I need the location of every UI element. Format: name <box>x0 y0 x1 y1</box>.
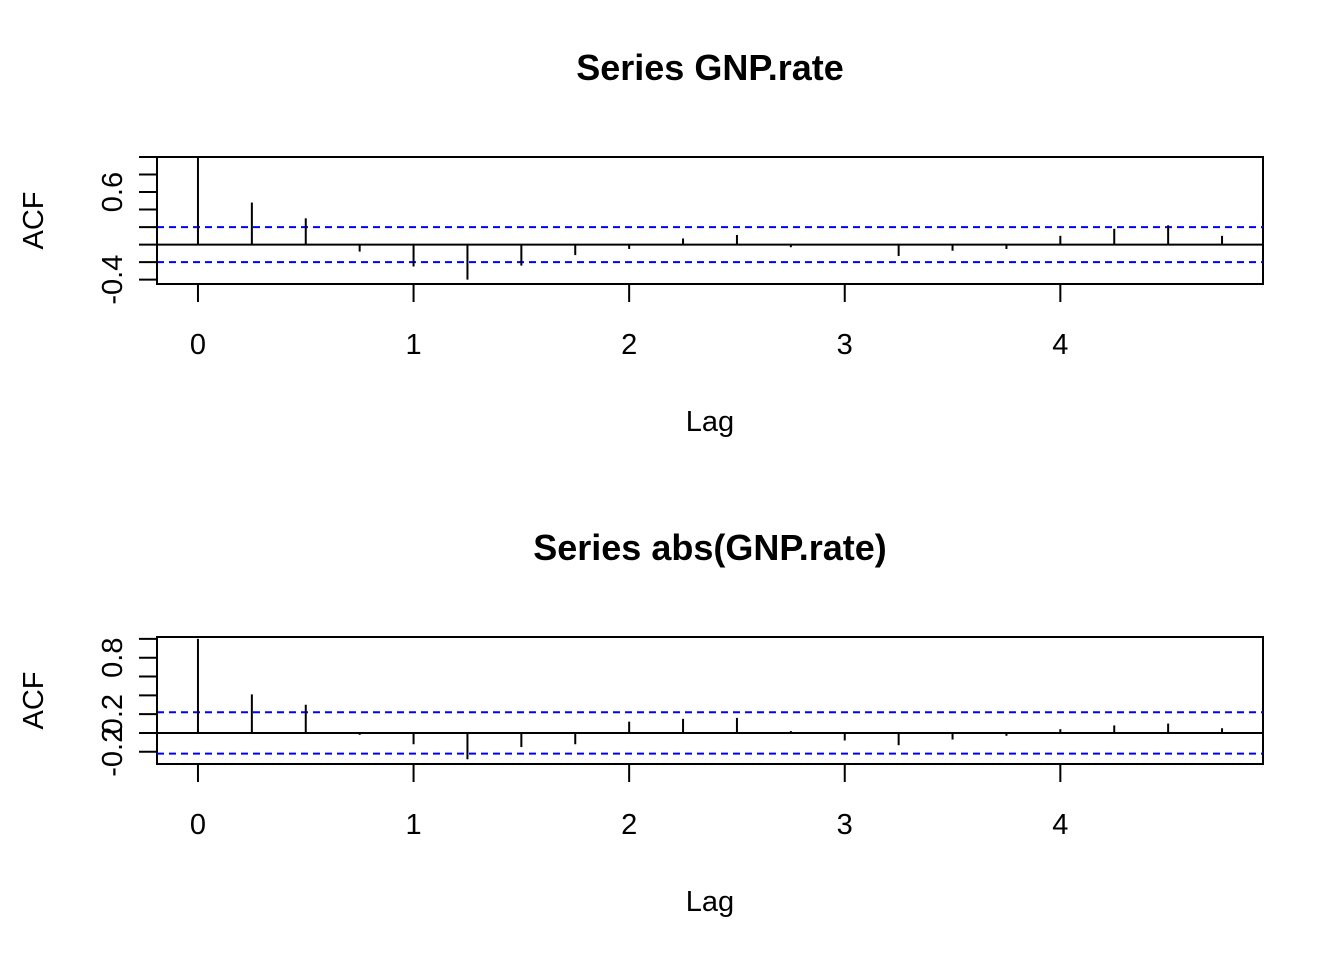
y-tick-label: 0.6 <box>97 172 129 212</box>
x-tick-label: 2 <box>621 809 637 841</box>
x-axis-label: Lag <box>686 886 734 918</box>
chart-title: Series abs(GNP.rate) <box>533 527 887 568</box>
x-tick-label: 1 <box>405 329 421 361</box>
y-tick-label: 0.8 <box>97 638 129 678</box>
y-tick-label: -0.2 <box>97 727 129 777</box>
y-tick-label: -0.4 <box>97 255 129 305</box>
y-axis-label: ACF <box>18 672 50 730</box>
x-tick-label: 3 <box>837 329 853 361</box>
y-axis-label: ACF <box>18 192 50 250</box>
x-tick-label: 2 <box>621 329 637 361</box>
chart-panel-2: Series abs(GNP.rate) 0 1 2 3 4 Lag -0.20.2 0.8 AC… <box>18 527 1264 918</box>
plot-frame <box>156 636 1264 765</box>
plot-frame <box>156 156 1264 285</box>
x-tick-label: 1 <box>405 809 421 841</box>
x-tick-label: 0 <box>190 809 206 841</box>
y-tick-label: 0.2 <box>97 694 129 734</box>
x-axis-label: Lag <box>686 406 734 438</box>
chart-title: Series GNP.rate <box>576 47 844 88</box>
x-tick-label: 4 <box>1052 809 1068 841</box>
chart-panel-1: Series GNP.rate 0 1 2 3 4 Lag -0.4 0.6 ACF <box>18 47 1264 438</box>
x-tick-label: 4 <box>1052 329 1068 361</box>
x-tick-label: 3 <box>837 809 853 841</box>
x-tick-label: 0 <box>190 329 206 361</box>
